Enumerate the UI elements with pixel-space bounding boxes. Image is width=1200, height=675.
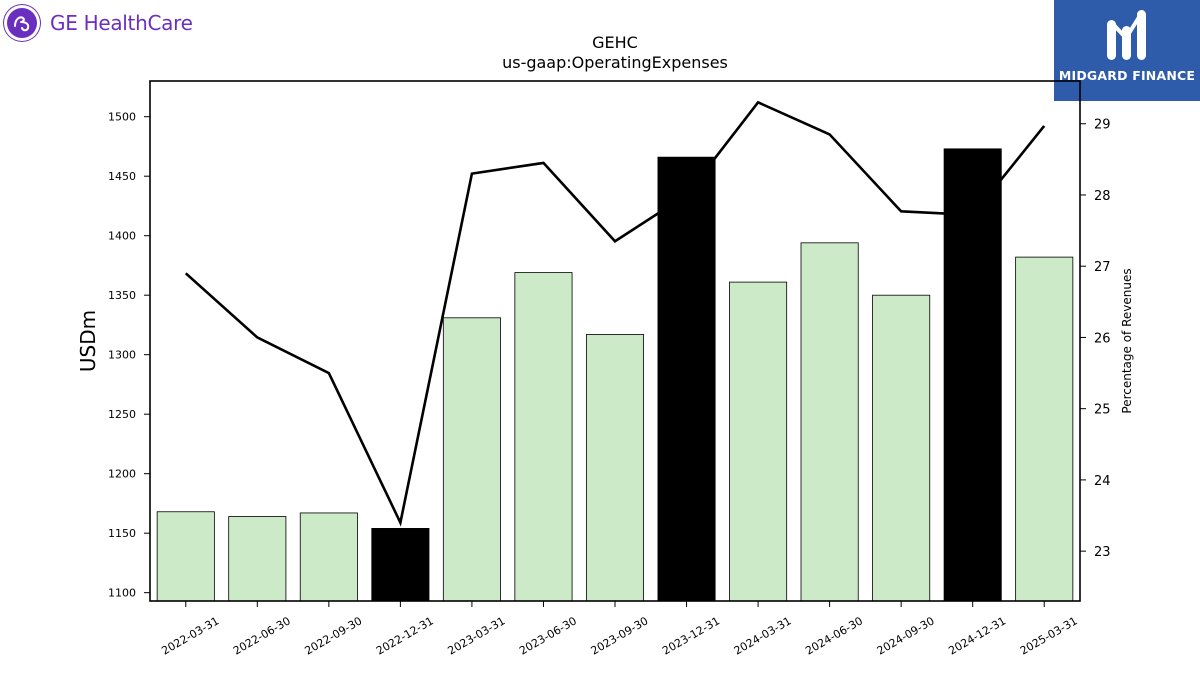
y2-tick-label: 29 — [1094, 118, 1111, 133]
y2-tick-label: 23 — [1094, 545, 1111, 560]
x-tick-label: 2022-06-30 — [231, 614, 293, 657]
bar-2022-03-31 — [156, 511, 215, 602]
bar-2024-09-30 — [872, 294, 931, 602]
chart-title: GEHC — [592, 33, 638, 52]
bar-2022-06-30 — [228, 516, 287, 602]
company-logo: GE HealthCare — [4, 4, 193, 42]
x-tick-label: 2024-12-31 — [946, 614, 1008, 657]
bar-2025-03-31 — [1015, 256, 1074, 602]
bar-2023-06-30 — [514, 272, 573, 602]
bar-2024-03-31 — [729, 281, 788, 602]
bar-2023-09-30 — [585, 334, 645, 602]
y-tick-label: 1450 — [108, 170, 136, 183]
percentage-of-revenues-line — [184, 100, 1046, 527]
y-tick-label: 1300 — [108, 349, 136, 362]
y2-tick-label: 27 — [1094, 260, 1111, 275]
y-tick-label: 1100 — [108, 587, 136, 600]
x-tick-label: 2024-09-30 — [875, 614, 937, 657]
x-tick-label: 2023-06-30 — [517, 614, 579, 657]
x-tick-label: 2023-03-31 — [446, 614, 508, 657]
y2-tick-label: 28 — [1094, 189, 1111, 204]
ge-monogram-icon — [4, 5, 40, 41]
x-tick-label: 2022-09-30 — [302, 614, 364, 657]
chart-subtitle: us-gaap:OperatingExpenses — [502, 53, 728, 72]
bar-2022-12-31 — [371, 528, 430, 602]
bar-2023-12-31 — [657, 156, 716, 602]
x-tick-label: 2023-12-31 — [660, 614, 722, 657]
y2-tick-label: 26 — [1094, 331, 1111, 346]
bar-2024-12-31 — [943, 148, 1002, 602]
y-tick-label: 1200 — [108, 468, 136, 481]
x-tick-label: 2023-09-30 — [589, 614, 651, 657]
company-logo-text: GE HealthCare — [50, 11, 193, 35]
x-tick-label: 2024-06-30 — [803, 614, 865, 657]
y-axis-label: USDm — [76, 310, 100, 372]
y-tick-label: 1400 — [108, 230, 136, 243]
x-tick-label: 2022-03-31 — [159, 614, 221, 657]
midgard-m-icon — [1054, 8, 1200, 70]
midgard-finance-watermark: MIDGARD FINANCE — [1054, 0, 1200, 101]
y-tick-label: 1250 — [108, 408, 136, 421]
bar-2022-09-30 — [299, 512, 358, 602]
bar-2023-03-31 — [442, 317, 501, 602]
y2-tick-label: 24 — [1094, 474, 1111, 489]
y2-axis-label: Percentage of Revenues — [1120, 268, 1134, 413]
y-tick-label: 1350 — [108, 289, 136, 302]
midgard-finance-text: MIDGARD FINANCE — [1058, 68, 1196, 83]
y-tick-label: 1150 — [108, 527, 136, 540]
x-tick-label: 2022-12-31 — [374, 614, 436, 657]
bar-2024-06-30 — [800, 242, 859, 602]
x-tick-label: 2025-03-31 — [1018, 614, 1080, 657]
y-tick-label: 1500 — [108, 111, 136, 124]
x-tick-label: 2024-03-31 — [732, 614, 794, 657]
y2-tick-label: 25 — [1094, 403, 1111, 418]
